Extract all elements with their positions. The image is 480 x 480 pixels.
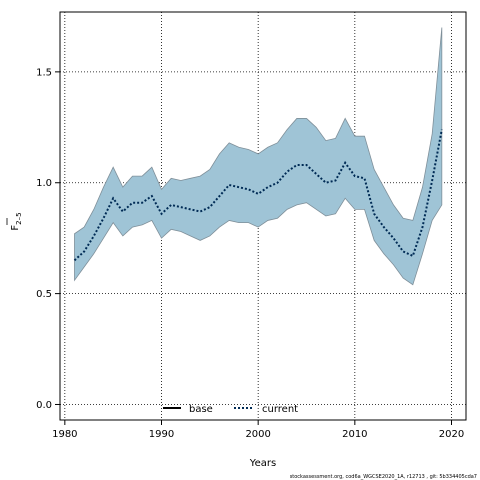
x-axis-title: Years	[249, 458, 276, 469]
y-axis-title: F2–5	[6, 212, 23, 231]
y-axis: 0.0 0.5 1.0 1.5	[36, 67, 60, 411]
x-tick-label: 1980	[52, 429, 77, 440]
legend: base current	[163, 404, 298, 415]
y-tick-label: 0.5	[36, 289, 52, 300]
y-tick-label: 1.0	[36, 178, 52, 189]
y-tick-label: 0.0	[36, 400, 52, 411]
confidence-band	[74, 27, 443, 286]
y-tick-label: 1.5	[36, 67, 52, 78]
plot-frame	[59, 11, 467, 421]
x-tick-label: 2020	[439, 429, 464, 440]
x-axis: 1980 1990 2000 2010 2020	[52, 420, 464, 440]
footer-note: stockassessment.org, cod6a_WGCSE2020_1A,…	[290, 474, 477, 480]
legend-base-label: base	[189, 404, 213, 415]
legend-current-label: current	[262, 404, 298, 415]
y-axis-title-text: F2–5	[10, 212, 23, 230]
x-tick-label: 1990	[149, 429, 174, 440]
x-tick-label: 2010	[342, 429, 367, 440]
y-axis-title-main: F	[10, 225, 21, 231]
y-axis-title-sub: 2–5	[15, 212, 23, 224]
x-tick-label: 2000	[245, 429, 270, 440]
